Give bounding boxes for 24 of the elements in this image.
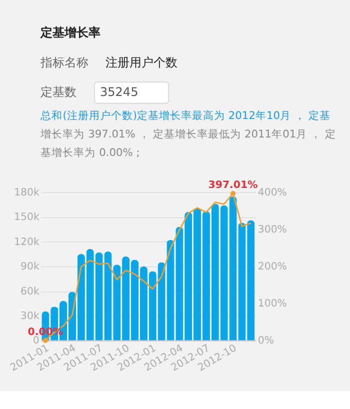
bar: [247, 220, 255, 340]
bar: [220, 205, 228, 340]
y2-tick-label: 300%: [258, 224, 288, 236]
text: 注册用户个数: [106, 55, 178, 70]
text: 定基增长率: [40, 26, 101, 40]
data-label: 0.00%: [28, 326, 64, 338]
y2-tick-label: 0%: [258, 336, 274, 347]
y-tick-label: 180k: [14, 188, 40, 198]
y-tick-label: 30k: [20, 310, 40, 322]
y-tick-label: 60k: [20, 286, 40, 298]
y-tick-label: 0: [32, 336, 40, 347]
text: 定基数: [40, 84, 77, 99]
y2-tick-label: 400%: [258, 188, 288, 198]
y-tick-label: 90k: [20, 262, 40, 273]
bar: [238, 222, 246, 340]
data-label: 397.01%: [208, 180, 258, 191]
bar: [229, 196, 237, 340]
y-tick-label: 120k: [14, 236, 40, 248]
text: 指标名称: [40, 55, 89, 70]
y-tick-label: 150k: [14, 212, 40, 224]
y2-tick-label: 200%: [258, 262, 288, 273]
y2-tick-label: 100%: [258, 298, 288, 310]
text: 总和(注册用户个数)定基增长率最高为 2012年10月 ， 定基增长率为 397.01% ， 定基增长率最低为 2011年01月 ， 定基增长率为 0.00% ;: [40, 109, 336, 160]
text: 35245: [100, 84, 138, 99]
